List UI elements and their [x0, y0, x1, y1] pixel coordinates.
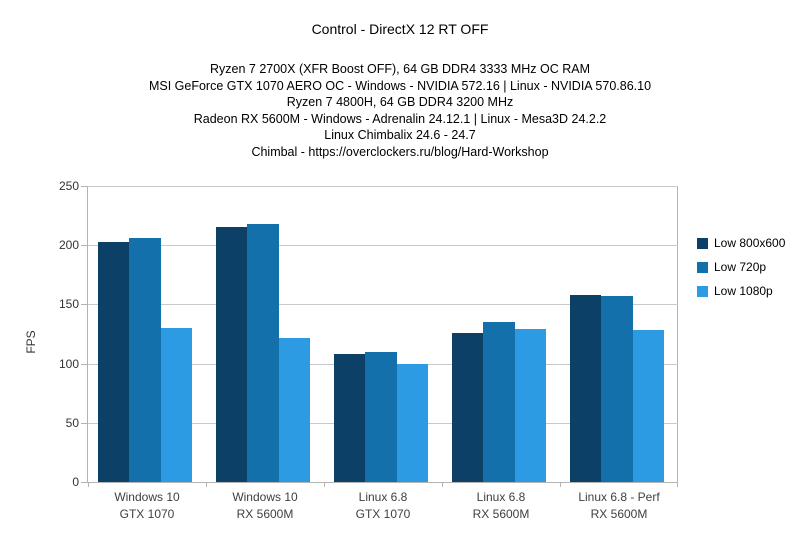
bar: [215, 227, 247, 482]
bar: [160, 328, 192, 482]
y-tick-label: 0: [72, 475, 79, 489]
legend: Low 800x600 Low 720p Low 1080p: [697, 231, 785, 303]
y-tick-label: 50: [65, 415, 79, 430]
bar: [278, 337, 310, 482]
bar: [129, 238, 161, 482]
x-category-label-line: RX 5600M: [590, 507, 648, 521]
x-category-label-line: RX 5600M: [472, 507, 530, 521]
bar: [483, 322, 515, 482]
x-axis-tick: [206, 482, 207, 487]
x-axis-tick: [88, 482, 89, 487]
y-axis-tick: [81, 482, 87, 483]
subtitle-line: Ryzen 7 4800H, 64 GB DDR4 3200 MHz: [286, 95, 514, 110]
bar: [601, 296, 633, 482]
x-category-label: Linux 6.8 GTX 1070: [324, 489, 442, 523]
x-axis-tick: [324, 482, 325, 487]
x-category-label: Linux 6.8 RX 5600M: [442, 489, 560, 523]
x-category-label-line: Linux 6.8: [358, 490, 408, 504]
x-category-label-line: Windows 10: [232, 490, 298, 504]
y-axis-tick: [81, 363, 87, 365]
subtitle-line: MSI GeForce GTX 1070 AERO OC - Windows -…: [148, 78, 652, 93]
subtitle-line: Radeon RX 5600M - Windows - Adrenalin 24…: [193, 111, 607, 126]
legend-color-swatch: [697, 237, 708, 249]
bar: [97, 241, 129, 482]
bottom-axis-line: [87, 482, 678, 483]
y-axis-tick: [81, 186, 87, 187]
right-axis-line: [677, 186, 678, 482]
x-axis-tick: [442, 482, 443, 487]
x-category-label: Linux 6.8 - Perf RX 5600M: [560, 489, 678, 523]
y-axis-tick: [81, 422, 87, 424]
bar: [569, 294, 601, 482]
legend-item-label: Low 1080p: [714, 284, 773, 298]
chart-title: Control - DirectX 12 RT OFF: [311, 21, 489, 37]
subtitle-line: Ryzen 7 2700X (XFR Boost OFF), 64 GB DDR…: [210, 62, 590, 76]
subtitle-line: Linux Chimbalix 24.6 - 24.7: [324, 128, 476, 143]
subtitle-line: Chimbal - https://overclockers.ru/blog/H…: [251, 144, 549, 159]
y-tick-label: 200: [58, 238, 79, 253]
y-axis-title: FPS: [24, 330, 38, 354]
x-category-label-line: RX 5600M: [236, 507, 294, 521]
bar: [396, 363, 428, 482]
legend-item-label: Low 720p: [714, 260, 767, 274]
gridline: [88, 304, 678, 306]
gridline: [88, 245, 678, 247]
plot-area: 0 50 100 150 200 250 Windows 10 GTX 1070 Windows…: [59, 179, 678, 521]
legend-color-swatch: [697, 261, 708, 273]
x-axis-tick: [560, 482, 561, 487]
legend-color-swatch: [697, 285, 708, 297]
gridline: [88, 186, 678, 187]
x-axis-tick: [677, 482, 678, 487]
y-tick-label: 250: [58, 179, 79, 193]
left-axis-line: [87, 186, 88, 482]
x-category-label-line: GTX 1070: [355, 507, 411, 521]
legend-item: Low 1080p: [697, 279, 785, 303]
bar: [632, 330, 664, 482]
bar: [365, 351, 397, 482]
legend-item: Low 800x600: [697, 231, 785, 255]
bar: [247, 223, 279, 482]
bar: [333, 354, 365, 482]
x-category-label-line: Linux 6.8: [476, 490, 526, 504]
x-category-label-line: Linux 6.8 - Perf: [578, 490, 660, 504]
y-tick-label: 150: [58, 297, 79, 312]
legend-item: Low 720p: [697, 255, 785, 279]
x-category-label-line: Windows 10: [114, 490, 180, 504]
chart-subtitle: Ryzen 7 2700X (XFR Boost OFF), 64 GB DDR…: [0, 61, 800, 161]
legend-item-label: Low 800x600: [714, 236, 786, 250]
y-tick-label: 100: [58, 356, 79, 371]
bar: [451, 332, 483, 482]
x-category-label: Windows 10 RX 5600M: [206, 489, 324, 523]
y-axis-tick: [81, 245, 87, 247]
x-category-label: Windows 10 GTX 1070: [88, 489, 206, 523]
y-axis-tick: [81, 304, 87, 306]
bar: [514, 329, 546, 482]
x-category-label-line: GTX 1070: [119, 507, 175, 521]
